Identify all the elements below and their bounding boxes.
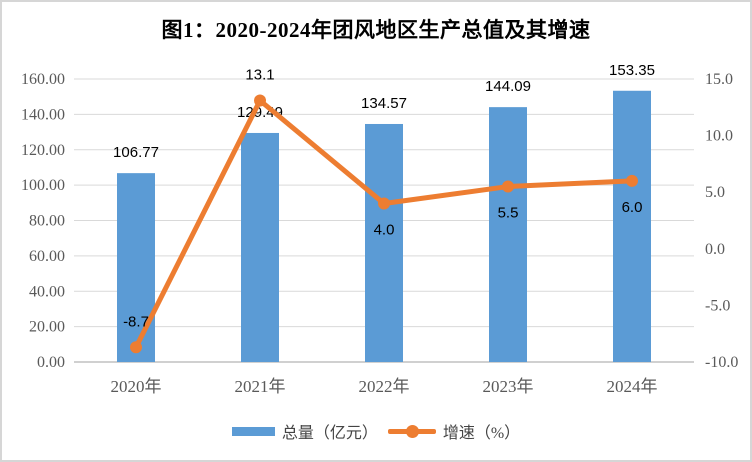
bar-data-label: 153.35 <box>609 62 655 79</box>
right-axis-tick-label: 5.0 <box>705 184 725 201</box>
bar-2022年 <box>365 123 403 362</box>
left-axis-tick-label: 20.00 <box>29 319 65 336</box>
bar-2024年 <box>613 90 651 363</box>
line-data-label: 4.0 <box>374 222 395 239</box>
x-axis-category-label: 2021年 <box>235 377 286 396</box>
x-axis-category-label: 2023年 <box>483 377 534 396</box>
line-series-swatch-icon <box>387 424 436 438</box>
x-axis-category-label: 2020年 <box>111 377 162 396</box>
line-point-2020年 <box>130 341 142 354</box>
bar-2023年 <box>489 107 527 363</box>
line-data-label: 13.1 <box>245 67 274 84</box>
right-axis-tick-label: 10.0 <box>705 128 733 145</box>
legend: 总量（亿元） 增速（%） <box>2 419 750 443</box>
right-axis-tick-label: 15.0 <box>705 71 733 88</box>
bar-2021年 <box>241 132 279 362</box>
bar-series-swatch-icon <box>231 426 275 436</box>
right-axis-tick-label: 0.0 <box>705 241 725 258</box>
legend-label-growth: 增速（%） <box>442 425 521 442</box>
line-data-label: -8.7 <box>123 313 149 330</box>
left-axis-tick-label: 60.00 <box>29 248 65 265</box>
line-point-2021年 <box>254 94 266 107</box>
left-axis-tick-label: 80.00 <box>29 213 65 230</box>
bar-data-label: 144.09 <box>485 78 531 95</box>
left-axis-tick-label: 140.00 <box>21 106 65 123</box>
bar-2020年 <box>117 173 155 362</box>
line-marker-dot-icon <box>405 424 419 438</box>
bar-data-label: 106.77 <box>113 144 159 161</box>
left-axis-tick-label: 120.00 <box>21 142 65 159</box>
line-data-label: 5.5 <box>498 205 519 222</box>
legend-label-total: 总量（亿元） <box>281 425 378 442</box>
right-axis-tick-label: -10.0 <box>705 354 738 371</box>
x-axis-category-label: 2022年 <box>359 377 410 396</box>
legend-item-total: 总量（亿元） <box>231 419 378 443</box>
chart-title: 图1：2020-2024年团风地区生产总值及其增速 <box>161 18 591 42</box>
line-point-2023年 <box>502 180 514 193</box>
left-axis-tick-label: 0.00 <box>37 354 65 371</box>
bar-data-label: 134.57 <box>361 95 407 112</box>
line-point-2024年 <box>626 174 638 187</box>
right-axis-tick-label: -5.0 <box>705 297 730 314</box>
legend-item-growth: 增速（%） <box>387 419 521 443</box>
line-data-label: 6.0 <box>622 199 643 216</box>
left-axis-tick-label: 100.00 <box>21 177 65 194</box>
x-axis-category-label: 2024年 <box>607 377 658 396</box>
left-axis-tick-label: 40.00 <box>29 283 65 300</box>
line-point-2022年 <box>378 197 390 210</box>
left-axis-tick-label: 160.00 <box>21 71 65 88</box>
